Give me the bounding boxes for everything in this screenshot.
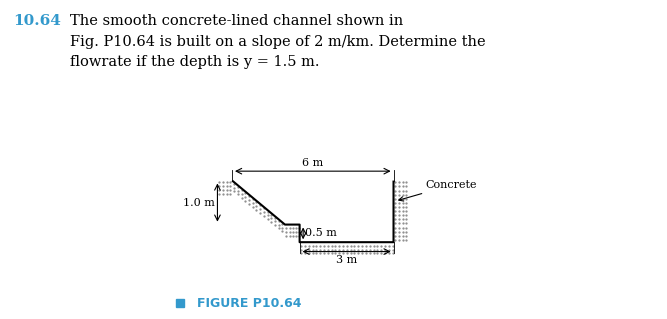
Text: 1.0 m: 1.0 m [183, 197, 215, 208]
Text: 0.5 m: 0.5 m [305, 228, 338, 238]
Text: 6 m: 6 m [302, 158, 323, 168]
Text: 3 m: 3 m [336, 255, 358, 264]
Text: Concrete: Concrete [399, 180, 478, 201]
Text: 10.64: 10.64 [13, 14, 61, 28]
Text: The smooth concrete-lined channel shown in
Fig. P10.64 is built on a slope of 2 : The smooth concrete-lined channel shown … [70, 14, 486, 70]
Text: FIGURE P10.64: FIGURE P10.64 [197, 297, 301, 309]
